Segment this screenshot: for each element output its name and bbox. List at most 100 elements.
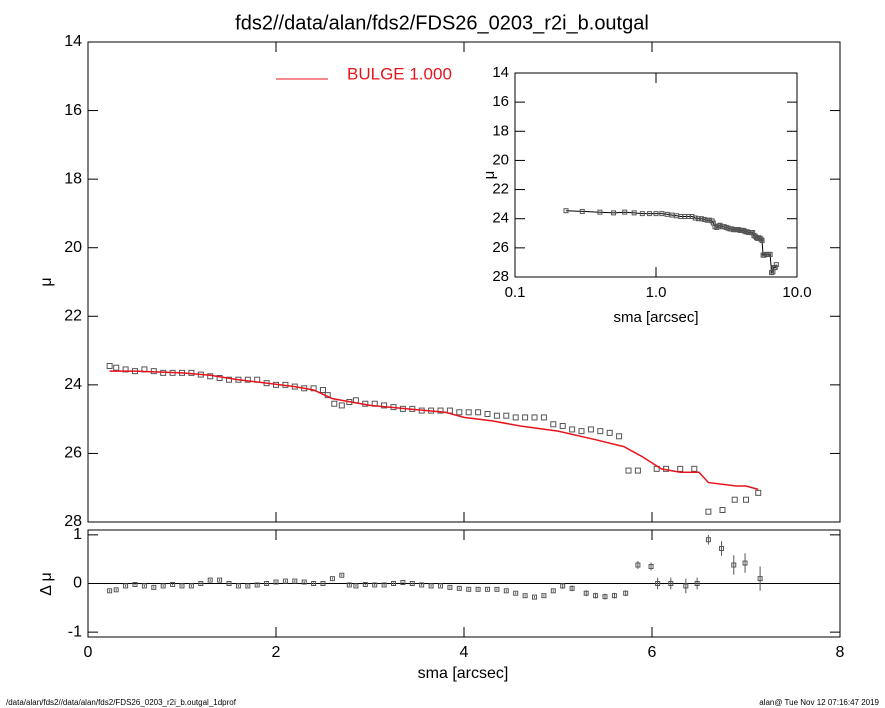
data-point bbox=[122, 366, 129, 373]
data-point bbox=[419, 582, 425, 588]
data-point bbox=[381, 402, 388, 409]
y-tick-label: 18 bbox=[492, 122, 509, 139]
data-point bbox=[635, 562, 641, 568]
data-point bbox=[106, 363, 113, 369]
data-point bbox=[625, 467, 632, 474]
data-point bbox=[705, 508, 712, 515]
data-point bbox=[329, 576, 335, 582]
data-point bbox=[282, 578, 288, 584]
y-tick-label: 14 bbox=[64, 33, 82, 50]
y-tick-label: 24 bbox=[492, 210, 509, 227]
y-tick-label: 28 bbox=[492, 268, 509, 285]
data-point bbox=[540, 414, 547, 421]
y-axis-label: Δ μ bbox=[38, 572, 55, 595]
data-point bbox=[648, 563, 654, 569]
data-point bbox=[475, 409, 482, 416]
data-point bbox=[758, 236, 764, 242]
data-point bbox=[244, 376, 251, 383]
data-point bbox=[132, 581, 138, 587]
data-point bbox=[597, 209, 603, 215]
data-point bbox=[611, 593, 617, 599]
data-point bbox=[226, 581, 232, 586]
data-point bbox=[217, 577, 223, 583]
data-point bbox=[107, 588, 113, 594]
data-point bbox=[532, 594, 537, 600]
data-point bbox=[698, 216, 704, 222]
y-tick-label: 18 bbox=[64, 170, 82, 187]
data-point bbox=[731, 496, 738, 503]
data-point bbox=[160, 583, 166, 589]
data-point bbox=[513, 590, 519, 596]
data-point bbox=[522, 414, 529, 421]
data-point bbox=[141, 583, 147, 589]
y-tick-label: 20 bbox=[492, 151, 509, 168]
data-point bbox=[593, 593, 599, 599]
data-point bbox=[563, 208, 569, 214]
data-point bbox=[320, 581, 326, 586]
data-point bbox=[254, 582, 260, 588]
data-point bbox=[484, 411, 491, 417]
data-point bbox=[522, 593, 528, 599]
data-point bbox=[694, 581, 700, 586]
x-tick-label: 0 bbox=[84, 644, 93, 661]
data-point bbox=[701, 216, 707, 222]
data-point bbox=[428, 583, 434, 589]
data-point bbox=[755, 489, 762, 496]
data-point bbox=[623, 590, 629, 596]
model-line bbox=[109, 370, 759, 491]
data-point bbox=[647, 211, 653, 217]
data-point bbox=[381, 582, 387, 588]
y-tick-label: 22 bbox=[492, 181, 509, 198]
data-point bbox=[466, 586, 472, 592]
data-point bbox=[331, 400, 338, 407]
data-point bbox=[188, 583, 194, 589]
data-point bbox=[597, 428, 604, 435]
y-tick-label: 22 bbox=[64, 308, 82, 325]
y-tick-label: 1 bbox=[73, 526, 82, 543]
data-point bbox=[475, 586, 481, 592]
data-point bbox=[743, 496, 749, 503]
data-point bbox=[113, 364, 120, 371]
data-point bbox=[695, 216, 701, 222]
legend-label: BULGE 1.000 bbox=[347, 64, 452, 83]
data-point bbox=[631, 210, 637, 216]
data-point bbox=[692, 215, 698, 221]
data-point bbox=[677, 465, 684, 472]
data-point bbox=[346, 582, 352, 588]
y-tick-label: 24 bbox=[64, 376, 82, 393]
data-point bbox=[767, 251, 773, 257]
data-point bbox=[438, 583, 443, 589]
data-point bbox=[769, 270, 775, 276]
y-tick-label: 20 bbox=[64, 239, 82, 256]
data-point bbox=[362, 581, 368, 587]
data-point bbox=[409, 581, 415, 586]
data-point bbox=[772, 265, 778, 271]
data-point bbox=[447, 584, 453, 590]
y-tick-label: 16 bbox=[492, 93, 509, 110]
data-point bbox=[569, 585, 575, 591]
data-point bbox=[757, 576, 763, 582]
data-point bbox=[292, 578, 298, 584]
data-point bbox=[123, 583, 129, 589]
data-point bbox=[273, 579, 279, 585]
data-point bbox=[559, 423, 566, 429]
footer-left: /data/alan/fds2//data/alan/fds2/FDS26_02… bbox=[6, 698, 237, 707]
data-point bbox=[372, 582, 378, 588]
y-tick-label: 26 bbox=[492, 239, 509, 256]
data-point bbox=[437, 407, 444, 414]
x-tick-label: 8 bbox=[836, 644, 845, 661]
data-point bbox=[512, 414, 519, 421]
data-point bbox=[198, 581, 204, 586]
data-point bbox=[170, 581, 176, 587]
y-tick-label: 16 bbox=[64, 102, 82, 119]
data-point bbox=[503, 588, 509, 594]
chart-title: fds2//data/alan/fds2/FDS26_0203_r2i_b.ou… bbox=[235, 12, 649, 34]
data-point bbox=[400, 580, 406, 586]
data-point bbox=[550, 421, 557, 428]
data-point bbox=[719, 545, 725, 551]
data-point bbox=[245, 583, 251, 589]
data-point bbox=[311, 581, 317, 586]
